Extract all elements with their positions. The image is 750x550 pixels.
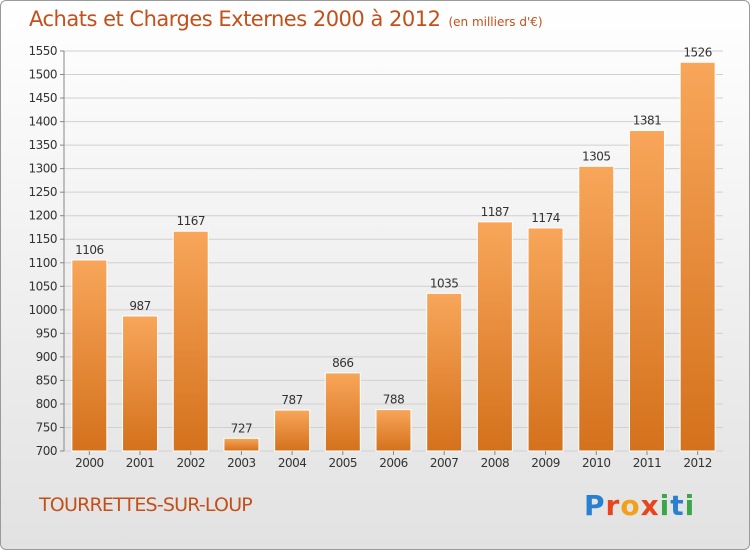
y-tick-label: 1350 — [28, 138, 57, 152]
proxiti-logo: Proxiti — [584, 489, 695, 522]
bar — [476, 221, 513, 452]
y-tick-label: 950 — [36, 326, 57, 340]
x-tick-label: 2007 — [430, 456, 459, 470]
y-tick-label: 1000 — [28, 303, 57, 317]
bar-value-label: 788 — [383, 393, 404, 407]
bars: 1106 987 1167 727 787 866 788 1035 1187 1174 1305 1… — [71, 45, 716, 452]
y-tick-label: 1400 — [28, 115, 57, 129]
bar — [223, 437, 260, 452]
bar — [527, 227, 564, 452]
bar — [628, 130, 665, 452]
y-tick-label: 750 — [36, 420, 57, 434]
bar-value-label: 1381 — [633, 114, 662, 128]
x-tick-label: 2002 — [176, 456, 205, 470]
y-tick-label: 1550 — [28, 44, 57, 58]
x-tick-label: 2004 — [278, 456, 307, 470]
y-tick-label: 1450 — [28, 91, 57, 105]
chart-unit: (en milliers d'€) — [448, 15, 543, 29]
bar — [172, 230, 209, 452]
logo-letter: x — [640, 489, 660, 522]
x-axis-labels: 2000 2001 2002 2003 2004 2005 2006 2007 2008 2009… — [75, 451, 712, 470]
grid-lines — [64, 50, 723, 452]
x-tick-label: 2001 — [126, 456, 155, 470]
y-tick-label: 1150 — [28, 232, 57, 246]
chart-title: Achats et Charges Externes 2000 à 2012 (e… — [29, 7, 543, 31]
bar — [71, 259, 108, 452]
bar-value-label: 1526 — [683, 45, 712, 59]
x-tick-label: 2006 — [379, 456, 408, 470]
bar — [426, 292, 463, 452]
bar-value-label: 987 — [129, 299, 150, 313]
bar — [375, 409, 412, 452]
x-tick-label: 2003 — [227, 456, 256, 470]
x-tick-label: 2009 — [531, 456, 560, 470]
logo-letter: i — [659, 489, 671, 522]
y-tick-label: 900 — [36, 350, 57, 364]
x-tick-label: 2012 — [683, 456, 712, 470]
bar — [578, 165, 615, 452]
x-tick-label: 2010 — [582, 456, 611, 470]
bar-value-label: 1035 — [430, 276, 459, 290]
x-tick-label: 2011 — [633, 456, 662, 470]
y-tick-label: 700 — [36, 444, 57, 458]
bar-value-label: 1174 — [531, 211, 560, 225]
x-tick-label: 2005 — [329, 456, 358, 470]
bar-value-label: 866 — [332, 356, 353, 370]
bar-value-label: 1305 — [582, 149, 611, 163]
bar — [679, 61, 716, 452]
y-tick-label: 850 — [36, 373, 57, 387]
bar-value-label: 1187 — [481, 205, 510, 219]
bar-value-label: 1106 — [75, 243, 104, 257]
bar — [274, 409, 311, 452]
x-tick-label: 2008 — [481, 456, 510, 470]
bar — [324, 372, 361, 452]
logo-letter: o — [620, 489, 641, 522]
bar-value-label: 1167 — [176, 214, 205, 228]
logo-letter: P — [584, 489, 606, 522]
y-tick-label: 1100 — [28, 256, 57, 270]
logo-letter: r — [605, 489, 621, 522]
y-tick-label: 1300 — [28, 162, 57, 176]
y-tick-label: 1500 — [28, 68, 57, 82]
commune-name: TOURRETTES-SUR-LOUP — [39, 494, 253, 516]
logo-letter: i — [684, 489, 696, 522]
y-tick-label: 1200 — [28, 209, 57, 223]
bar-value-label: 727 — [231, 421, 252, 435]
x-tick-label: 2000 — [75, 456, 104, 470]
bar-value-label: 787 — [281, 393, 302, 407]
bar — [122, 315, 159, 452]
y-tick-label: 1050 — [28, 279, 57, 293]
chart-title-text: Achats et Charges Externes 2000 à 2012 — [29, 7, 441, 31]
y-tick-label: 800 — [36, 397, 57, 411]
logo-letter: t — [670, 489, 685, 522]
y-axis: 700 750 800 850 900 950 1000 1050 1100 1150 1200 12… — [28, 44, 65, 458]
y-tick-label: 1250 — [28, 185, 57, 199]
